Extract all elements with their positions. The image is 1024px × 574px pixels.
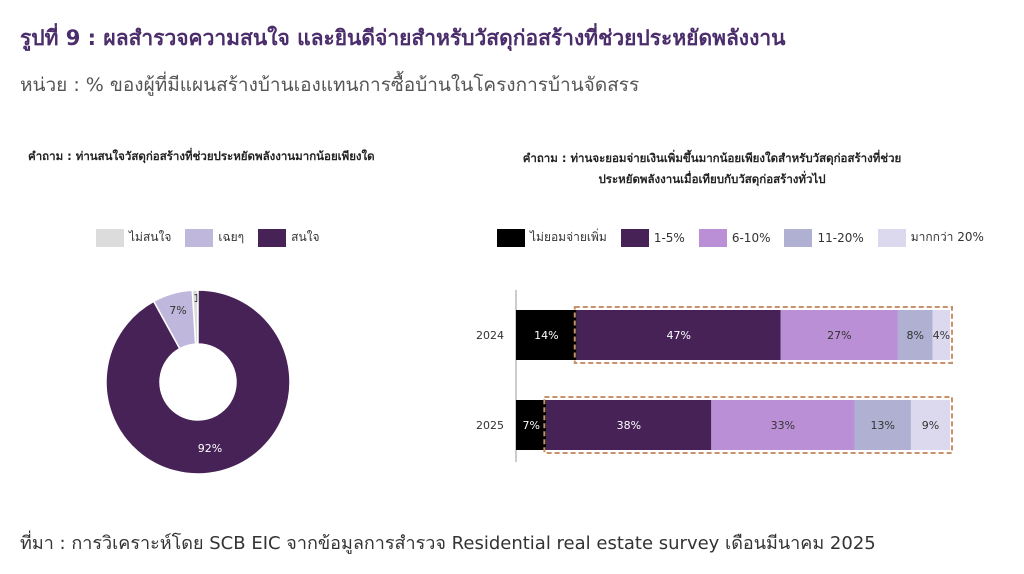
bar-segment-label: 38%: [617, 419, 641, 432]
donut-legend-item: เฉยๆ: [185, 228, 244, 247]
bar-segment: [546, 400, 712, 450]
bar-legend-label: ไม่ยอมจ่ายเพิ่ม: [530, 230, 607, 244]
bar-legend-label: 11-20%: [817, 230, 864, 245]
bar-legend-swatch: [784, 228, 813, 247]
donut-legend-label: เฉยๆ: [218, 230, 245, 244]
donut-legend: ไม่สนใจ เฉยๆ สนใจ: [96, 228, 320, 247]
donut-legend-item: ไม่สนใจ: [96, 228, 171, 247]
bar-legend-label: มากกว่า 20%: [910, 230, 984, 244]
bar-legend-swatch: [698, 228, 727, 247]
bar-legend-item: 11-20%: [784, 228, 864, 247]
donut-question: คำถาม : ท่านสนใจวัสดุก่อสร้างที่ช่วยประห…: [28, 149, 375, 163]
bar-segment-label: 13%: [871, 419, 895, 432]
page-title: รูปที่ 9 : ผลสำรวจความสนใจ และยินดีจ่ายส…: [20, 26, 786, 50]
bar-segment: [897, 310, 933, 360]
donut-legend-label: ไม่สนใจ: [129, 230, 172, 244]
source-note: ที่มา : การวิเคราะห์โดย SCB EIC จากข้อมู…: [20, 533, 876, 554]
willing-to-pay-highlight: [543, 396, 953, 454]
bar-segment-label: 14%: [534, 329, 558, 342]
bar-segment: [932, 310, 950, 360]
bar-segment-label: 27%: [827, 329, 851, 342]
bar-segment: [711, 400, 855, 450]
bar-legend-swatch: [877, 228, 906, 247]
bar-segment: [516, 400, 547, 450]
bar-segment-label: 8%: [907, 329, 924, 342]
bar-question: คำถาม : ท่านจะยอมจ่ายเงินเพิ่มขึ้นมากน้อ…: [482, 148, 942, 190]
bar-legend-swatch: [620, 228, 649, 247]
stacked-bar-chart: 2024 14% 47% 27% 8% 4% 2025 7% 38% 33% 13% 9%: [476, 290, 953, 462]
bar-question-line-1: คำถาม : ท่านจะยอมจ่ายเงินเพิ่มขึ้นมากน้อ…: [522, 151, 902, 165]
bar-legend-item: 1-5%: [620, 228, 685, 247]
donut-slice: [105, 289, 291, 475]
bar-legend-item: ไม่ยอมจ่ายเพิ่ม: [497, 228, 607, 247]
bar-legend-item: มากกว่า 20%: [877, 228, 984, 247]
bar-legend-swatch: [497, 228, 525, 247]
page-subtitle: หน่วย : % ของผู้ที่มีแผนสร้างบ้านเองแทนก…: [20, 74, 640, 96]
bar-legend-label: 1-5%: [653, 230, 685, 245]
donut-legend-label: สนใจ: [291, 230, 320, 244]
bar-segment: [854, 400, 911, 450]
bar-category-label: 2024: [476, 329, 504, 342]
bar-segment-label: 4%: [933, 329, 950, 342]
bar-segment-label: 47%: [667, 329, 691, 342]
bar-segment-label: 33%: [771, 419, 795, 432]
donut-slice-label: 7%: [169, 304, 186, 317]
bar-question-line-2: ประหยัดพลังงานเมื่อเทียบกับวัสดุก่อสร้าง…: [598, 172, 826, 186]
bar-segment: [780, 310, 898, 360]
bar-legend-item: 6-10%: [698, 228, 771, 247]
donut-legend-item: สนใจ: [258, 228, 320, 247]
bar-legend: ไม่ยอมจ่ายเพิ่ม 1-5% 6-10% 11-20% มากกว่า 20…: [497, 228, 984, 247]
donut-chart: 1%7%92%: [105, 289, 291, 475]
bar-segment: [576, 310, 781, 360]
bar-category-label: 2025: [476, 419, 504, 432]
bar-segment-label: 9%: [922, 419, 939, 432]
donut-legend-swatch: [185, 228, 214, 247]
bar-legend-label: 6-10%: [731, 230, 771, 245]
bar-segment: [910, 400, 950, 450]
donut-legend-swatch: [258, 228, 287, 247]
willing-to-pay-highlight: [573, 306, 953, 364]
bar-segment: [516, 310, 577, 360]
bar-segment-label: 7%: [522, 419, 539, 432]
donut-slice-label: 92%: [198, 442, 222, 455]
donut-legend-swatch: [96, 228, 124, 247]
